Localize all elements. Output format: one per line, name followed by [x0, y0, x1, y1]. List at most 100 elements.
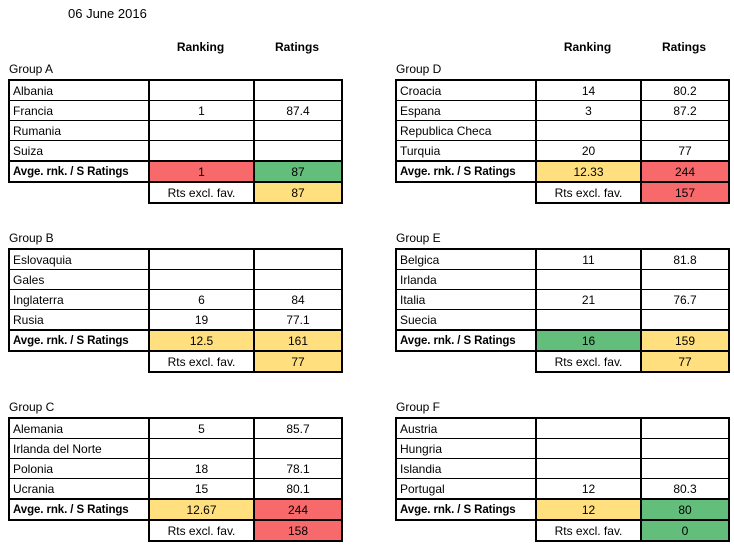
team-ranking-cell[interactable]: 18: [148, 458, 255, 479]
summary-label-cell[interactable]: Avge. rnk. / S Ratings: [8, 160, 150, 183]
team-rating-cell[interactable]: [640, 120, 730, 141]
team-name-cell[interactable]: Inglaterra: [8, 289, 150, 310]
team-name-cell[interactable]: Eslovaquia: [8, 248, 150, 270]
team-ranking-cell[interactable]: 1: [148, 100, 255, 121]
summary-label-cell[interactable]: Avge. rnk. / S Ratings: [395, 160, 537, 183]
team-name-cell[interactable]: Irlanda: [395, 269, 537, 290]
team-ranking-cell[interactable]: [148, 269, 255, 290]
summary-ranking-cell[interactable]: 12.5: [148, 329, 255, 352]
team-name-cell[interactable]: Ucrania: [8, 478, 150, 500]
rts-value-cell[interactable]: 77: [640, 350, 730, 373]
team-rating-cell[interactable]: 78.1: [253, 458, 343, 479]
team-ranking-cell[interactable]: [535, 458, 642, 479]
summary-ratings-cell[interactable]: 87: [253, 160, 343, 183]
team-name-cell[interactable]: Turquia: [395, 140, 537, 162]
team-name-cell[interactable]: Croacia: [395, 79, 537, 101]
team-ranking-cell[interactable]: 15: [148, 478, 255, 500]
summary-ratings-cell[interactable]: 244: [253, 498, 343, 521]
team-name-cell[interactable]: Islandia: [395, 458, 537, 479]
team-rating-cell[interactable]: [253, 438, 343, 459]
rts-value-cell[interactable]: 157: [640, 181, 730, 204]
team-rating-cell[interactable]: [640, 458, 730, 479]
summary-label-cell[interactable]: Avge. rnk. / S Ratings: [395, 498, 537, 521]
team-rating-cell[interactable]: 80.3: [640, 478, 730, 500]
team-rating-cell[interactable]: 80.1: [253, 478, 343, 500]
summary-ranking-cell[interactable]: 16: [535, 329, 642, 352]
team-ranking-cell[interactable]: [148, 79, 255, 101]
team-ranking-cell[interactable]: 6: [148, 289, 255, 310]
team-ranking-cell[interactable]: [535, 438, 642, 459]
summary-ranking-cell[interactable]: 1: [148, 160, 255, 183]
summary-ranking-cell[interactable]: 12.67: [148, 498, 255, 521]
team-name-cell[interactable]: Republica Checa: [395, 120, 537, 141]
summary-label-cell[interactable]: Avge. rnk. / S Ratings: [8, 498, 150, 521]
team-name-cell[interactable]: Francia: [8, 100, 150, 121]
team-rating-cell[interactable]: [253, 248, 343, 270]
summary-ratings-cell[interactable]: 244: [640, 160, 730, 183]
rts-label-cell[interactable]: Rts excl. fav.: [535, 519, 642, 542]
team-name-cell[interactable]: Suiza: [8, 140, 150, 162]
team-ranking-cell[interactable]: 11: [535, 248, 642, 270]
team-ranking-cell[interactable]: [148, 120, 255, 141]
team-rating-cell[interactable]: [253, 79, 343, 101]
team-ranking-cell[interactable]: [535, 417, 642, 439]
team-rating-cell[interactable]: 84: [253, 289, 343, 310]
team-ranking-cell[interactable]: [535, 269, 642, 290]
team-name-cell[interactable]: Gales: [8, 269, 150, 290]
summary-label-cell[interactable]: Avge. rnk. / S Ratings: [8, 329, 150, 352]
rts-label-cell[interactable]: Rts excl. fav.: [148, 519, 255, 542]
team-rating-cell[interactable]: [640, 417, 730, 439]
team-ranking-cell[interactable]: [148, 140, 255, 162]
rts-label-cell[interactable]: Rts excl. fav.: [148, 350, 255, 373]
team-rating-cell[interactable]: 87.2: [640, 100, 730, 121]
team-rating-cell[interactable]: 81.8: [640, 248, 730, 270]
summary-label-cell[interactable]: Avge. rnk. / S Ratings: [395, 329, 537, 352]
team-name-cell[interactable]: Austria: [395, 417, 537, 439]
team-name-cell[interactable]: Italia: [395, 289, 537, 310]
team-ranking-cell[interactable]: 14: [535, 79, 642, 101]
team-name-cell[interactable]: Rusia: [8, 309, 150, 331]
team-name-cell[interactable]: Irlanda del Norte: [8, 438, 150, 459]
team-rating-cell[interactable]: [253, 120, 343, 141]
summary-ratings-cell[interactable]: 161: [253, 329, 343, 352]
team-ranking-cell[interactable]: 3: [535, 100, 642, 121]
rts-value-cell[interactable]: 0: [640, 519, 730, 542]
team-rating-cell[interactable]: 87.4: [253, 100, 343, 121]
summary-ranking-cell[interactable]: 12: [535, 498, 642, 521]
team-rating-cell[interactable]: 80.2: [640, 79, 730, 101]
summary-ratings-cell[interactable]: 159: [640, 329, 730, 352]
rts-label-cell[interactable]: Rts excl. fav.: [148, 181, 255, 204]
team-rating-cell[interactable]: 77: [640, 140, 730, 162]
team-ranking-cell[interactable]: [148, 248, 255, 270]
team-name-cell[interactable]: Suecia: [395, 309, 537, 331]
team-rating-cell[interactable]: [253, 140, 343, 162]
rts-value-cell[interactable]: 77: [253, 350, 343, 373]
summary-ratings-cell[interactable]: 80: [640, 498, 730, 521]
team-ranking-cell[interactable]: 5: [148, 417, 255, 439]
team-name-cell[interactable]: Albania: [8, 79, 150, 101]
team-ranking-cell[interactable]: 19: [148, 309, 255, 331]
team-name-cell[interactable]: Rumania: [8, 120, 150, 141]
team-ranking-cell[interactable]: [148, 438, 255, 459]
rts-label-cell[interactable]: Rts excl. fav.: [535, 350, 642, 373]
rts-value-cell[interactable]: 87: [253, 181, 343, 204]
summary-ranking-cell[interactable]: 12.33: [535, 160, 642, 183]
team-ranking-cell[interactable]: 21: [535, 289, 642, 310]
team-rating-cell[interactable]: 77.1: [253, 309, 343, 331]
team-name-cell[interactable]: Hungria: [395, 438, 537, 459]
rts-label-cell[interactable]: Rts excl. fav.: [535, 181, 642, 204]
team-name-cell[interactable]: Alemania: [8, 417, 150, 439]
team-rating-cell[interactable]: [253, 269, 343, 290]
rts-value-cell[interactable]: 158: [253, 519, 343, 542]
team-name-cell[interactable]: Polonia: [8, 458, 150, 479]
team-ranking-cell[interactable]: 20: [535, 140, 642, 162]
team-name-cell[interactable]: Portugal: [395, 478, 537, 500]
team-name-cell[interactable]: Espana: [395, 100, 537, 121]
team-name-cell[interactable]: Belgica: [395, 248, 537, 270]
team-rating-cell[interactable]: 85.7: [253, 417, 343, 439]
team-ranking-cell[interactable]: [535, 309, 642, 331]
team-rating-cell[interactable]: [640, 269, 730, 290]
team-rating-cell[interactable]: [640, 309, 730, 331]
team-rating-cell[interactable]: 76.7: [640, 289, 730, 310]
team-rating-cell[interactable]: [640, 438, 730, 459]
